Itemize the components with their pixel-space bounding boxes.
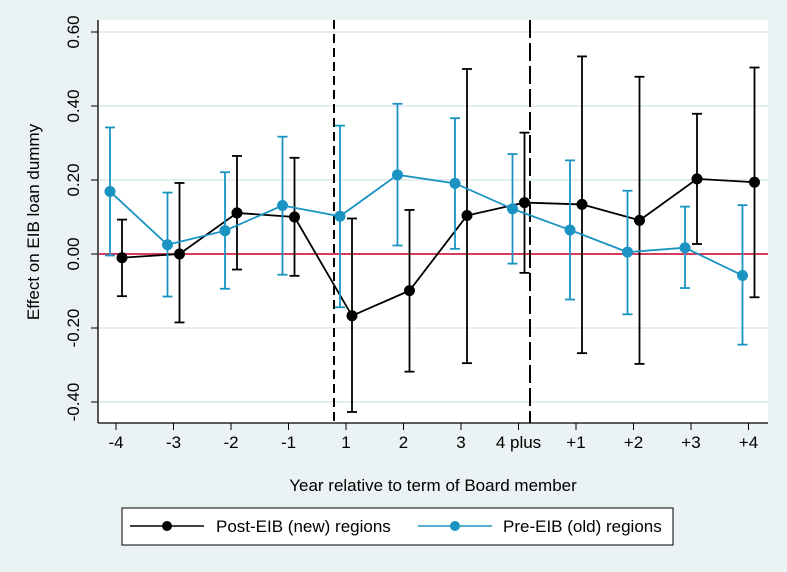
data-point	[289, 211, 300, 223]
data-point	[737, 269, 748, 281]
data-point	[174, 248, 185, 260]
data-point	[564, 224, 576, 236]
data-point	[404, 285, 415, 297]
series-line	[109, 173, 743, 277]
data-point	[461, 210, 473, 222]
data-point	[507, 203, 518, 215]
y-axis-title: Effect on EIB loan dummy	[24, 123, 43, 320]
data-point	[346, 310, 358, 322]
x-tick-label: -3	[166, 433, 181, 452]
data-point	[277, 200, 288, 212]
data-point	[334, 210, 346, 222]
x-tick-label: +2	[624, 433, 643, 452]
legend: Post-EIB (new) regions Pre-EIB (old) reg…	[121, 507, 674, 546]
legend-box	[121, 507, 674, 546]
series-line	[121, 177, 755, 317]
y-tick-label: -0.20	[64, 309, 83, 348]
x-tick-label: +4	[739, 433, 758, 452]
legend-marker-pre	[450, 521, 460, 531]
data-point	[691, 173, 703, 185]
y-tick-label: 0.60	[64, 15, 83, 48]
data-point	[634, 214, 645, 226]
x-axis-title: Year relative to term of Board member	[289, 476, 577, 495]
series-pre-eib	[104, 102, 748, 346]
x-tick-label: -2	[223, 433, 238, 452]
data-point	[219, 225, 231, 237]
plot-area	[98, 20, 768, 423]
data-point	[116, 252, 128, 264]
data-point	[231, 207, 243, 219]
data-point	[392, 169, 403, 181]
y-tick-label: 0.40	[64, 89, 83, 122]
series-post-eib	[116, 55, 760, 413]
x-tick-label: -1	[281, 433, 296, 452]
x-tick-label: 2	[399, 433, 408, 452]
x-tick-label: -4	[108, 433, 123, 452]
data-point	[749, 176, 760, 188]
legend-label-pre: Pre-EIB (old) regions	[503, 517, 662, 536]
data-point	[679, 242, 691, 254]
y-tick-label: -0.40	[64, 383, 83, 422]
x-tick-label: 1	[341, 433, 350, 452]
x-tick-label: 4 plus	[496, 433, 541, 452]
y-tick-label: 0.20	[64, 163, 83, 196]
legend-label-post: Post-EIB (new) regions	[216, 517, 391, 536]
legend-marker-post	[162, 521, 172, 531]
data-point	[162, 239, 173, 251]
data-point	[104, 185, 116, 197]
data-point	[449, 177, 461, 189]
data-point	[622, 246, 633, 258]
y-tick-label: 0.00	[64, 237, 83, 270]
data-point	[576, 198, 588, 210]
x-tick-label: +3	[681, 433, 700, 452]
x-tick-label: +1	[566, 433, 585, 452]
data-point	[519, 197, 530, 209]
x-tick-label: 3	[456, 433, 465, 452]
